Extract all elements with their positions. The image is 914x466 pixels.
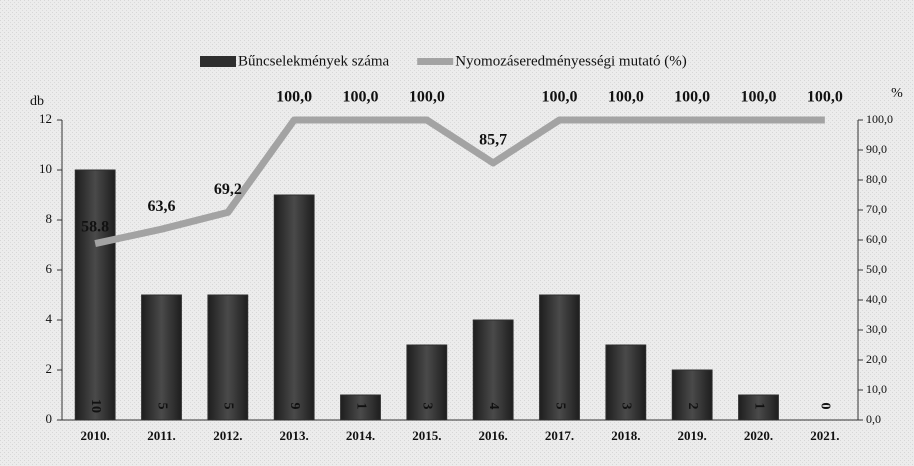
bar-value-label: 0	[818, 403, 833, 410]
x-tick-label: 2011.	[147, 428, 176, 443]
bar	[738, 394, 779, 421]
y-axis-label: db	[30, 94, 44, 109]
x-tick-label: 2016.	[479, 428, 508, 443]
bar	[406, 344, 448, 421]
line-value-label: 100,0	[807, 89, 843, 106]
bar-value-label: 4	[486, 403, 501, 410]
y2-tick-label: 40,0	[866, 292, 887, 306]
x-tick-label: 2018.	[611, 428, 640, 443]
y-tick-label: 6	[46, 261, 53, 276]
x-tick-label: 2020.	[744, 428, 773, 443]
bar	[207, 294, 249, 421]
bar-value-label: 10	[88, 399, 103, 413]
y2-tick-label: 50,0	[866, 262, 887, 276]
line-value-label: 100,0	[542, 89, 578, 106]
bar-value-label: 3	[619, 403, 634, 410]
bar-value-label: 2	[685, 403, 700, 410]
bar	[539, 294, 580, 421]
line-value-label: 100,0	[409, 89, 445, 106]
x-tick-label: 2014.	[346, 428, 375, 443]
y2-tick-label: 100,0	[866, 112, 893, 126]
y-tick-label: 4	[46, 311, 53, 326]
bar-value-label: 3	[420, 403, 435, 410]
y2-tick-label: 80,0	[866, 172, 887, 186]
y2-tick-label: 0,0	[866, 412, 881, 426]
bar	[273, 194, 315, 421]
bar	[472, 319, 514, 421]
x-tick-label: 2010.	[81, 428, 110, 443]
line-value-label: 100,0	[674, 89, 710, 106]
x-tick-label: 2017.	[545, 428, 574, 443]
line-value-label: 100,0	[343, 89, 379, 106]
bar-value-label: 1	[751, 403, 766, 410]
bar	[340, 394, 381, 421]
y-tick-label: 8	[46, 211, 53, 226]
line-value-label: 63,6	[148, 198, 176, 215]
x-tick-label: 2019.	[678, 428, 707, 443]
y-tick-label: 2	[46, 361, 53, 376]
bar	[605, 344, 647, 421]
bar-value-label: 9	[287, 403, 302, 410]
x-tick-label: 2015.	[412, 428, 441, 443]
x-tick-label: 2012.	[213, 428, 242, 443]
x-tick-label: 2013.	[280, 428, 309, 443]
bar	[141, 294, 182, 421]
bar	[671, 369, 713, 421]
y2-axis-label: %	[891, 86, 903, 101]
line-value-label: 100,0	[276, 89, 312, 106]
line	[94, 116, 825, 248]
legend-label: Bűncselekmények száma	[238, 53, 390, 69]
y-tick-label: 0	[46, 411, 53, 426]
bar-value-label: 5	[154, 403, 169, 410]
y-tick-label: 12	[39, 111, 52, 126]
y2-tick-label: 70,0	[866, 202, 887, 216]
bar-value-label: 1	[353, 403, 368, 410]
line-value-label: 58.8	[81, 218, 109, 235]
bar-value-label: 5	[221, 403, 236, 410]
legend-label: Nyomozáseredményességi mutató (%)	[455, 53, 687, 69]
y-tick-label: 10	[39, 161, 52, 176]
line-value-label: 69,2	[214, 181, 242, 198]
legend-swatch	[200, 56, 236, 67]
line-value-label: 100,0	[741, 89, 777, 106]
line-value-label: 100,0	[608, 89, 644, 106]
x-tick-label: 2021.	[810, 428, 839, 443]
y2-tick-label: 60,0	[866, 232, 887, 246]
bar	[74, 169, 116, 421]
y2-tick-label: 20,0	[866, 352, 887, 366]
y2-tick-label: 90,0	[866, 142, 887, 156]
bar-value-label: 5	[552, 403, 567, 410]
legend-swatch	[417, 58, 454, 65]
y2-tick-label: 10,0	[866, 382, 887, 396]
line-value-label: 85,7	[479, 132, 507, 149]
y2-tick-label: 30,0	[866, 322, 887, 336]
